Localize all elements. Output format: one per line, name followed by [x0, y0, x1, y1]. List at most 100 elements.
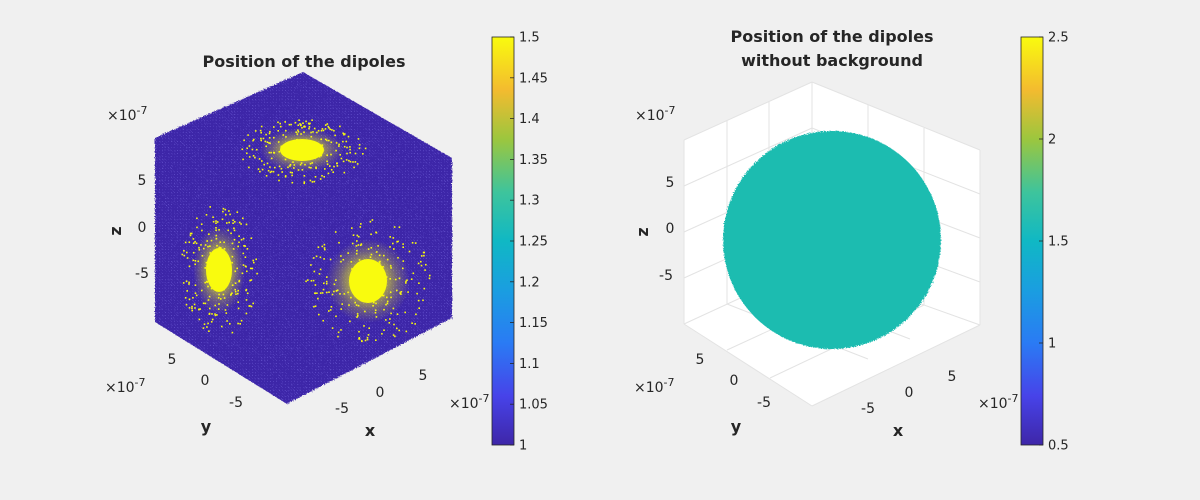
dipole-point	[325, 280, 328, 283]
dipole-point	[358, 338, 360, 340]
dipole-point	[385, 319, 387, 321]
dipole-point	[245, 223, 248, 226]
dipole-point	[269, 142, 271, 145]
dipole-point	[284, 176, 287, 178]
sphere-of-dipoles	[723, 131, 941, 349]
dipole-point	[319, 292, 322, 294]
dipole-point	[367, 248, 370, 250]
dipole-point	[330, 153, 332, 156]
dipole-point	[356, 234, 359, 237]
dipole-point	[361, 340, 363, 342]
colorbar-tick-label: 2	[1048, 133, 1056, 148]
dipole-point	[238, 221, 241, 224]
dipole-point	[346, 152, 348, 155]
dipole-point	[228, 210, 230, 212]
dipole-point	[230, 293, 232, 295]
left-y-axis-label: y	[201, 417, 212, 436]
dipole-point	[357, 235, 360, 238]
dipole-point	[268, 142, 270, 144]
dipole-point	[319, 178, 322, 180]
left-y-tick: -5	[229, 395, 243, 411]
dipole-point	[254, 130, 257, 132]
right-y-tick: -5	[757, 395, 771, 411]
dipole-point	[238, 279, 241, 282]
dipole-point	[210, 287, 213, 290]
dipole-point	[344, 133, 346, 135]
dipole-point	[224, 208, 227, 211]
dipole-point	[277, 141, 280, 143]
dipole-point	[293, 167, 295, 169]
colorbar-tick-label: 1.45	[519, 71, 548, 86]
dipole-point	[335, 279, 337, 281]
dipole-point	[407, 291, 409, 293]
dipole-point	[270, 157, 273, 160]
dipole-point	[314, 284, 317, 286]
dipole-point	[291, 174, 293, 177]
dipole-point	[297, 169, 300, 171]
dipole-point	[216, 244, 218, 247]
right-x-tick: 5	[948, 369, 957, 385]
dipole-point	[429, 274, 431, 277]
dipole-point	[240, 238, 243, 241]
dipole-point	[301, 127, 303, 129]
dipole-point	[405, 280, 407, 283]
dipole-point	[215, 237, 218, 240]
dipole-point	[231, 284, 234, 286]
dipole-point	[191, 309, 193, 312]
dipole-point	[356, 249, 358, 252]
dipole-point	[238, 235, 240, 237]
dipole-point	[209, 245, 211, 247]
dipole-point	[265, 145, 267, 148]
dipole-point	[340, 157, 343, 160]
dipole-point	[352, 161, 354, 163]
dipole-point	[411, 242, 414, 244]
right-x-axis-label: x	[893, 421, 904, 440]
dipole-point	[367, 334, 370, 336]
dipole-point	[313, 180, 316, 183]
dipole-point	[422, 299, 424, 302]
dipole-point	[233, 229, 236, 232]
dipole-point	[348, 159, 350, 162]
dipole-point	[295, 131, 297, 133]
right-y-tick: 0	[730, 373, 739, 389]
left-z-axis: 5 0 -5 z ×10-7	[106, 104, 149, 282]
dipole-point	[208, 330, 210, 332]
dipole-point	[189, 232, 192, 235]
dipole-point	[248, 166, 250, 169]
dipole-point	[311, 119, 313, 121]
dipole-point	[320, 138, 322, 141]
dipole-point	[227, 229, 229, 232]
dipole-point	[392, 237, 395, 239]
dipole-point	[217, 297, 220, 299]
dipole-point	[386, 296, 388, 299]
dipole-point	[204, 281, 206, 284]
dipole-point	[349, 160, 352, 163]
dipole-point	[389, 291, 392, 294]
colorbar-tick-label: 1.1	[519, 357, 540, 372]
dipole-point	[323, 258, 325, 260]
dipole-point	[188, 298, 191, 301]
colorbar-tick-label: 1.5	[519, 31, 540, 46]
dipole-point	[210, 321, 213, 323]
dipole-point	[334, 134, 336, 137]
left-y-tick: 0	[201, 373, 210, 389]
dipole-point	[241, 272, 244, 275]
dipole-point	[256, 272, 258, 275]
dipole-point	[206, 326, 208, 328]
dipole-point	[354, 152, 357, 155]
dipole-point	[355, 304, 358, 306]
dipole-point	[314, 292, 316, 294]
dipole-point	[190, 232, 193, 235]
dipole-point	[333, 165, 335, 168]
dipole-point	[224, 309, 227, 311]
dipole-point	[334, 231, 337, 233]
left-x-axis-label: x	[365, 421, 376, 440]
dipole-point	[326, 123, 329, 125]
left-z-tick: -5	[135, 266, 149, 282]
dipole-point	[210, 239, 213, 242]
dipole-point	[207, 245, 209, 248]
dipole-point	[375, 251, 378, 253]
dipole-point	[338, 241, 340, 244]
colorbar-tick-label: 1.4	[519, 112, 540, 127]
dipole-point	[425, 263, 427, 266]
